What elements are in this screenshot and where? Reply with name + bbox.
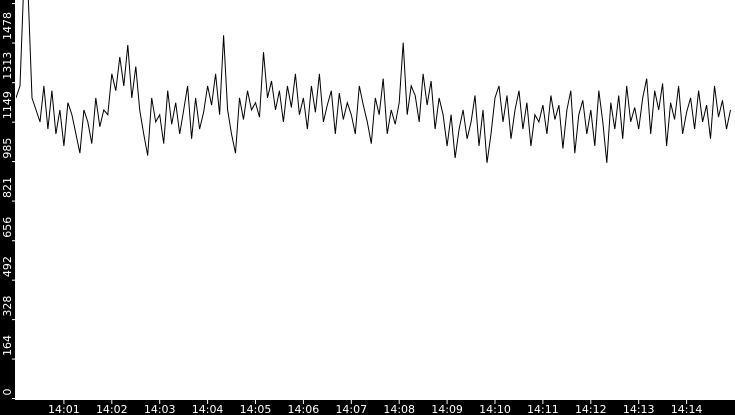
x-tick-label: 14:10 <box>479 403 511 415</box>
y-tick-label: 0 <box>1 389 14 396</box>
x-tick-label: 14:06 <box>288 403 320 415</box>
x-tick-label: 14:02 <box>96 403 128 415</box>
y-tick-label: 1313 <box>1 52 14 80</box>
x-tick-label: 14:07 <box>335 403 367 415</box>
x-tick-label: 14:14 <box>671 403 703 415</box>
x-tick-label: 14:11 <box>527 403 559 415</box>
y-tick-label: 328 <box>1 296 14 317</box>
x-tick-label: 14:12 <box>575 403 607 415</box>
x-tick-label: 14:13 <box>623 403 655 415</box>
y-tick-label: 1478 <box>1 12 14 40</box>
x-tick-label: 14:04 <box>192 403 224 415</box>
y-axis-band <box>0 0 15 415</box>
y-tick-label: 1149 <box>1 91 14 119</box>
y-tick-label: 492 <box>1 256 14 277</box>
x-tick-label: 14:05 <box>240 403 272 415</box>
x-tick-label: 14:09 <box>431 403 463 415</box>
x-axis-ticks: 14:01 14:02 14:03 14:04 14:05 14:06 14:07 14:08… <box>48 399 702 415</box>
y-tick-label: 985 <box>1 138 14 159</box>
series-layer <box>15 0 731 163</box>
y-tick-label: 164 <box>1 335 14 356</box>
y-tick-label: 656 <box>1 217 14 238</box>
x-axis-band <box>0 400 735 415</box>
y-axis-ticks: 0 164 328 492 656 821 985 1149 1313 1478 1642 <box>1 0 16 399</box>
x-tick-label: 14:01 <box>48 403 80 415</box>
y-tick-label: 821 <box>1 177 14 198</box>
x-tick-label: 14:03 <box>144 403 176 415</box>
y-tick-label: 1642 <box>1 0 14 1</box>
series-line <box>15 0 731 163</box>
x-tick-label: 14:08 <box>383 403 415 415</box>
